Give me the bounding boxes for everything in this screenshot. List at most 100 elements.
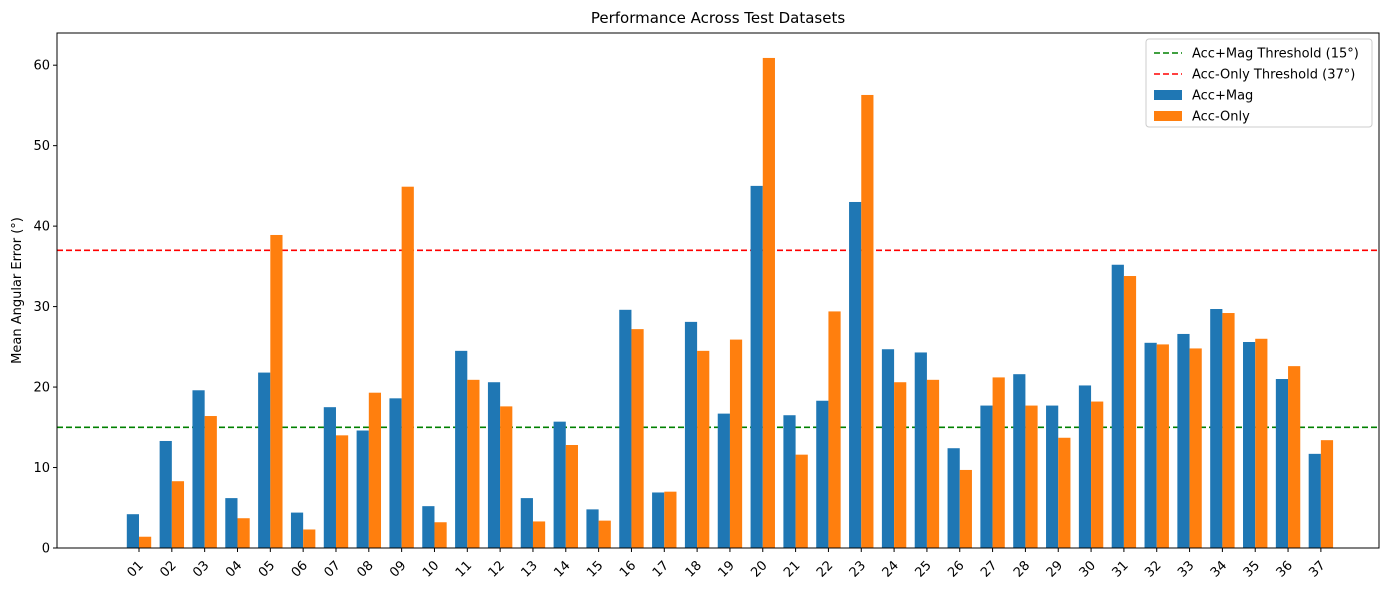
bar-acc-mag-16 <box>619 309 632 548</box>
bar-acc-only-10 <box>434 522 447 548</box>
legend-label-series-2: Acc-Only <box>1192 110 1250 125</box>
bar-acc-only-20 <box>762 57 775 548</box>
bar-acc-mag-10 <box>422 506 435 548</box>
bar-acc-mag-37 <box>1308 453 1321 548</box>
bar-acc-only-09 <box>401 186 414 548</box>
bar-acc-only-08 <box>368 392 382 548</box>
bar-acc-only-30 <box>1091 401 1104 548</box>
bar-acc-mag-28 <box>1013 374 1026 548</box>
bar-acc-mag-31 <box>1111 264 1124 548</box>
bar-acc-only-23 <box>861 94 874 549</box>
x-tick-label: 32 <box>1142 558 1164 580</box>
bar-acc-mag-07 <box>323 407 336 548</box>
x-tick-label: 13 <box>518 558 540 580</box>
x-tick-label: 30 <box>1077 558 1099 580</box>
bar-acc-mag-21 <box>783 415 796 548</box>
bar-acc-mag-17 <box>652 492 665 548</box>
x-tick-label: 28 <box>1011 558 1033 580</box>
bar-acc-only-32 <box>1156 344 1169 548</box>
bar-acc-mag-25 <box>914 352 927 548</box>
y-tick-label: 30 <box>33 300 50 315</box>
x-tick-label: 24 <box>880 558 902 580</box>
bar-acc-mag-20 <box>750 185 763 548</box>
x-tick-label: 25 <box>912 558 934 580</box>
bar-acc-mag-27 <box>980 405 993 548</box>
bar-acc-mag-15 <box>586 509 599 549</box>
y-tick-label: 10 <box>33 461 50 476</box>
x-tick-label: 02 <box>157 558 179 580</box>
x-tick-label: 12 <box>486 558 508 580</box>
bar-acc-only-14 <box>565 445 578 548</box>
bar-acc-only-22 <box>828 311 841 548</box>
bar-acc-only-06 <box>303 529 316 548</box>
x-tick-label: 11 <box>453 558 475 580</box>
bar-acc-only-28 <box>1025 405 1038 548</box>
x-tick-label: 29 <box>1044 558 1066 580</box>
x-tick-label: 37 <box>1306 558 1328 580</box>
y-tick-label: 50 <box>33 139 50 154</box>
bar-acc-mag-06 <box>290 512 304 548</box>
bar-acc-mag-33 <box>1177 333 1190 548</box>
x-tick-label: 27 <box>978 558 1000 580</box>
bar-acc-only-16 <box>631 329 644 549</box>
bar-acc-mag-12 <box>487 382 501 548</box>
x-tick-label: 17 <box>650 558 672 580</box>
bar-acc-mag-24 <box>881 349 895 548</box>
bar-acc-only-15 <box>598 520 611 548</box>
x-tick-label: 36 <box>1274 558 1296 580</box>
bar-acc-mag-23 <box>849 201 862 549</box>
bar-acc-only-02 <box>171 481 185 548</box>
bar-acc-mag-36 <box>1275 379 1289 548</box>
bar-acc-mag-30 <box>1078 385 1092 548</box>
x-tick-label: 18 <box>683 558 705 580</box>
chart-title: Performance Across Test Datasets <box>591 9 846 27</box>
bar-acc-only-24 <box>894 382 907 548</box>
legend: Acc+Mag Threshold (15°) Acc-Only Threshol… <box>1145 38 1373 128</box>
x-tick-label: 15 <box>584 558 606 580</box>
x-tick-label: 08 <box>354 558 376 580</box>
y-axis-title: Mean Angular Error (°) <box>10 217 25 364</box>
bar-acc-mag-19 <box>717 413 730 548</box>
x-tick-label: 14 <box>551 558 573 580</box>
bars <box>126 57 1334 549</box>
bar-acc-only-04 <box>237 518 250 548</box>
x-tick-label: 34 <box>1208 558 1230 580</box>
bar-acc-mag-08 <box>356 430 369 548</box>
bar-acc-mag-22 <box>816 400 829 548</box>
bar-acc-mag-34 <box>1210 309 1223 548</box>
x-tick-label: 19 <box>715 558 737 580</box>
bar-acc-only-12 <box>500 406 513 549</box>
y-tick-label: 40 <box>33 220 50 235</box>
x-tick-label: 16 <box>617 558 639 580</box>
x-tick-label: 09 <box>387 558 409 580</box>
bar-acc-only-33 <box>1189 348 1202 548</box>
x-tick-label: 05 <box>256 558 278 580</box>
x-tick-label: 23 <box>847 558 869 580</box>
x-tick-label: 26 <box>945 558 967 580</box>
bar-acc-mag-32 <box>1144 342 1157 548</box>
bar-acc-only-31 <box>1123 276 1137 548</box>
bar-acc-mag-01 <box>126 514 139 548</box>
x-tick-label: 35 <box>1241 558 1263 580</box>
bar-acc-only-21 <box>795 454 808 548</box>
bar-acc-only-11 <box>467 379 480 548</box>
plot-frame <box>56 32 1380 549</box>
bar-acc-mag-04 <box>225 498 238 548</box>
bar-acc-mag-35 <box>1243 342 1256 548</box>
y-tick-label: 20 <box>33 381 50 396</box>
bar-acc-mag-26 <box>947 448 960 548</box>
bar-acc-mag-29 <box>1046 405 1059 548</box>
bar-acc-only-35 <box>1255 338 1268 548</box>
bar-acc-only-27 <box>992 377 1005 548</box>
bar-acc-only-05 <box>270 234 283 549</box>
bar-acc-only-25 <box>926 379 940 548</box>
y-tick-label: 0 <box>42 542 50 557</box>
x-tick-label: 31 <box>1109 558 1131 580</box>
bar-acc-only-17 <box>664 491 677 548</box>
bar-acc-mag-03 <box>192 390 205 548</box>
bar-acc-only-26 <box>959 469 972 548</box>
bar-acc-only-37 <box>1320 440 1334 548</box>
bar-acc-mag-14 <box>553 421 566 548</box>
bar-acc-only-29 <box>1058 437 1071 548</box>
